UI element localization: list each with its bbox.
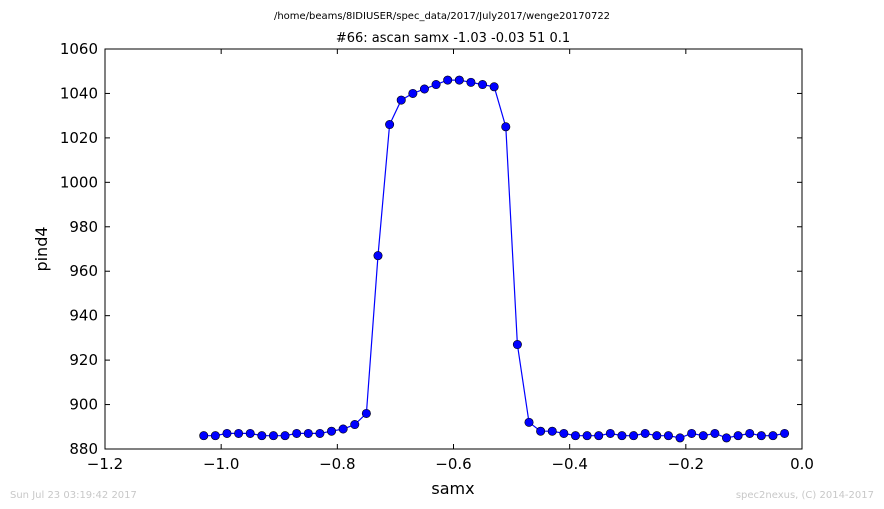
data-point <box>257 431 267 441</box>
data-point <box>280 431 290 441</box>
y-tick-label: 1060 <box>60 40 98 58</box>
data-point <box>385 120 395 130</box>
data-point <box>547 426 557 436</box>
data-point <box>663 431 673 441</box>
data-point <box>536 426 546 436</box>
data-point <box>419 84 429 94</box>
data-point <box>780 428 790 438</box>
data-point <box>350 420 360 430</box>
data-point <box>698 431 708 441</box>
data-point <box>733 431 743 441</box>
plot-frame <box>104 48 803 450</box>
data-point <box>559 428 569 438</box>
data-point <box>478 80 488 90</box>
data-point <box>199 431 209 441</box>
y-tick-label: 920 <box>69 351 98 369</box>
data-point <box>745 428 755 438</box>
x-axis-label: samx <box>431 479 474 498</box>
data-point <box>512 340 522 350</box>
x-tick-label: −0.8 <box>319 455 355 473</box>
data-point <box>756 431 766 441</box>
data-point <box>582 431 592 441</box>
data-point <box>443 75 453 85</box>
data-point <box>710 428 720 438</box>
data-point <box>245 428 255 438</box>
data-point <box>617 431 627 441</box>
y-tick-label: 1020 <box>60 129 98 147</box>
y-tick-label: 1000 <box>60 173 98 191</box>
data-point <box>338 424 348 434</box>
data-point <box>222 428 232 438</box>
y-tick-label: 900 <box>69 396 98 414</box>
data-point <box>315 428 325 438</box>
footer-timestamp: Sun Jul 23 03:19:42 2017 <box>10 490 137 501</box>
data-point <box>408 88 418 98</box>
data-point <box>640 428 650 438</box>
x-tick-label: −1.2 <box>87 455 123 473</box>
data-point <box>292 428 302 438</box>
x-tick-label: −0.4 <box>551 455 587 473</box>
data-point <box>454 75 464 85</box>
data-point <box>605 428 615 438</box>
series-layer <box>199 75 790 443</box>
x-tick-label: 0.0 <box>790 455 814 473</box>
data-point <box>303 428 313 438</box>
data-point <box>594 431 604 441</box>
data-point <box>466 77 476 87</box>
chart-title: #66: ascan samx -1.03 -0.03 51 0.1 <box>336 31 570 46</box>
y-tick-label: 940 <box>69 307 98 325</box>
data-point <box>234 428 244 438</box>
x-tick-label: −0.6 <box>435 455 471 473</box>
y-tick-label: 960 <box>69 262 98 280</box>
data-point <box>373 251 383 261</box>
footer-credit: spec2nexus, (C) 2014-2017 <box>736 490 874 501</box>
plot-area <box>105 49 802 449</box>
data-point <box>268 431 278 441</box>
figure-suptitle: /home/beams/8IDIUSER/spec_data/2017/July… <box>274 11 610 22</box>
data-point <box>327 426 337 436</box>
data-point <box>396 95 406 105</box>
y-axis-label: pind4 <box>32 226 51 271</box>
data-point <box>570 431 580 441</box>
x-tick-label: −0.2 <box>668 455 704 473</box>
data-point <box>361 408 371 418</box>
data-point <box>675 433 685 443</box>
data-point <box>629 431 639 441</box>
data-point <box>768 431 778 441</box>
x-tick-label: −1.0 <box>203 455 239 473</box>
data-point <box>210 431 220 441</box>
y-tick-label: 980 <box>69 218 98 236</box>
data-point <box>524 417 534 427</box>
data-point <box>501 122 511 132</box>
data-point <box>687 428 697 438</box>
data-point <box>652 431 662 441</box>
data-point <box>489 82 499 92</box>
data-point <box>431 80 441 90</box>
y-tick-label: 880 <box>69 440 98 458</box>
y-tick-label: 1040 <box>60 84 98 102</box>
data-point <box>721 433 731 443</box>
